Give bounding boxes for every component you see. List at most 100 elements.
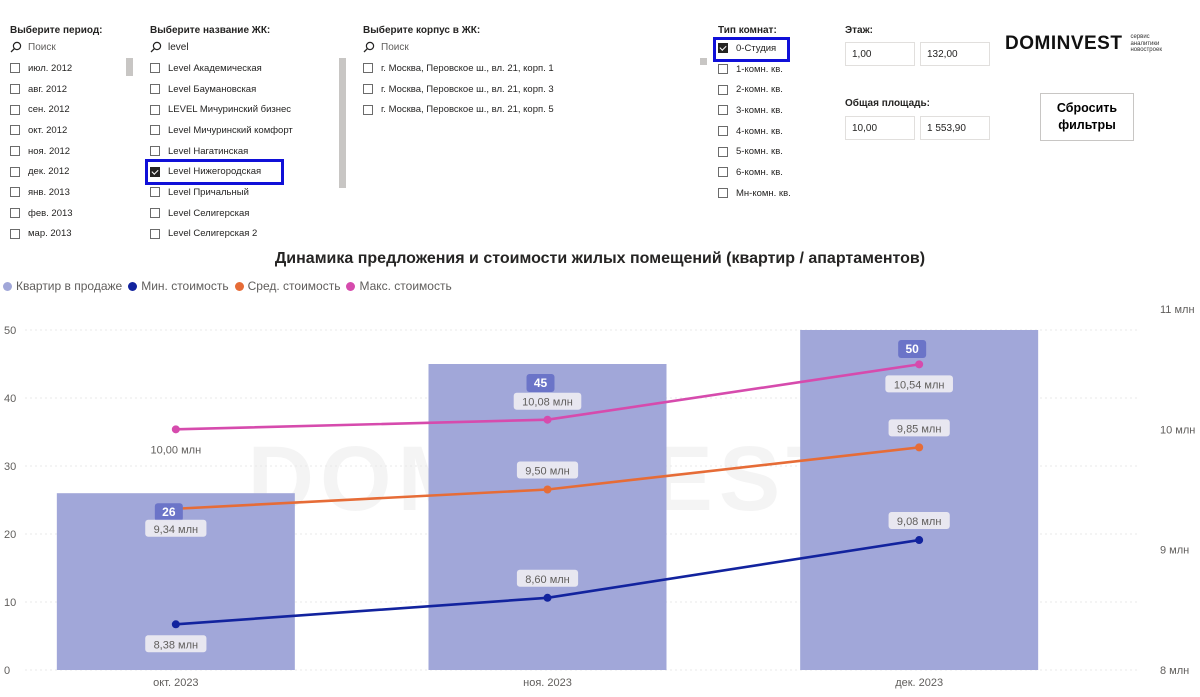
- rooms-item[interactable]: 6-комн. кв.: [718, 162, 828, 183]
- building-search[interactable]: Поиск: [363, 40, 409, 54]
- complex-checkbox[interactable]: [150, 104, 160, 115]
- building-checkbox[interactable]: [363, 104, 373, 115]
- period-item[interactable]: дек. 2012: [10, 161, 125, 182]
- floor-max-input[interactable]: 132,00: [920, 42, 990, 66]
- area-max-input[interactable]: 1 553,90: [920, 116, 990, 140]
- period-item[interactable]: ноя. 2012: [10, 141, 125, 162]
- rooms-checkbox[interactable]: [718, 167, 728, 178]
- building-search-placeholder[interactable]: Поиск: [381, 41, 409, 53]
- period-item[interactable]: авг. 2012: [10, 79, 125, 100]
- period-search[interactable]: Поиск: [10, 40, 56, 54]
- complex-search[interactable]: level: [150, 40, 189, 54]
- legend-item-max-price[interactable]: Макс. стоимость: [346, 279, 452, 293]
- rooms-selection-highlight: [713, 37, 790, 62]
- period-checkbox[interactable]: [10, 146, 20, 157]
- y-right-tick-label: 11 млн: [1160, 304, 1195, 316]
- complex-item[interactable]: Level Селигерская: [150, 203, 335, 224]
- chart-axes: 0 10 20 30 40 50 8 млн 9 млн 10 млн 11 млн окт. 20…: [4, 304, 1195, 689]
- complex-item[interactable]: Level Нижегородская: [150, 161, 335, 182]
- period-checkbox[interactable]: [10, 125, 20, 136]
- rooms-checkbox[interactable]: [718, 64, 728, 75]
- area-min-input[interactable]: 10,00: [845, 116, 915, 140]
- x-tick-label: дек. 2023: [895, 677, 943, 689]
- complex-item[interactable]: Level Академическая: [150, 58, 335, 79]
- bar-value-label: 45: [534, 376, 548, 390]
- period-checkbox[interactable]: [10, 187, 20, 198]
- data-label-bg: [516, 461, 579, 479]
- complex-item[interactable]: Level Мичуринский комфорт: [150, 120, 335, 141]
- rooms-item[interactable]: 1-комн. кв.: [718, 59, 828, 80]
- rooms-item[interactable]: Мн-комн. кв.: [718, 183, 828, 204]
- period-item-label: ноя. 2012: [28, 145, 71, 157]
- complex-checkbox[interactable]: [150, 228, 160, 239]
- period-checkbox[interactable]: [10, 84, 20, 95]
- complex-item[interactable]: Level Баумановская: [150, 79, 335, 100]
- complex-checkbox[interactable]: [150, 208, 160, 219]
- data-label: 9,50 млн: [525, 466, 570, 478]
- rooms-item[interactable]: 0-Студия: [718, 38, 828, 59]
- rooms-checkbox[interactable]: [718, 188, 728, 199]
- chart-legend: Квартир в продаже Мин. стоимость Сред. с…: [3, 279, 452, 293]
- complex-checkbox[interactable]: [150, 166, 160, 177]
- reset-filters-button[interactable]: Сбросить фильтры: [1040, 93, 1134, 141]
- building-item[interactable]: г. Москва, Перовское ш., вл. 21, корп. 1: [363, 58, 563, 79]
- legend-marker: [346, 281, 356, 291]
- complex-item[interactable]: Level Селигерская 2: [150, 224, 335, 245]
- period-checkbox[interactable]: [10, 208, 20, 219]
- building-item-label: г. Москва, Перовское ш., вл. 21, корп. 1: [381, 62, 554, 74]
- building-item[interactable]: г. Москва, Перовское ш., вл. 21, корп. 3: [363, 79, 563, 100]
- legend-item-avg-price[interactable]: Сред. стоимость: [234, 279, 340, 293]
- data-label: 10,08 млн: [522, 397, 573, 409]
- floor-min-input[interactable]: 1,00: [845, 42, 915, 66]
- complex-checkbox[interactable]: [150, 187, 160, 198]
- period-item[interactable]: окт. 2012: [10, 120, 125, 141]
- period-checkbox[interactable]: [10, 228, 20, 239]
- period-scrollbar[interactable]: [126, 58, 133, 76]
- rooms-item[interactable]: 5-комн. кв.: [718, 141, 828, 162]
- rooms-checkbox[interactable]: [718, 43, 728, 54]
- complex-item-label: LEVEL Мичуринский бизнес: [168, 104, 292, 116]
- period-item[interactable]: фев. 2013: [10, 203, 125, 224]
- building-scrollbar[interactable]: [700, 58, 707, 65]
- building-item-label: г. Москва, Перовское ш., вл. 21, корп. 3: [381, 83, 554, 95]
- rooms-item[interactable]: 2-комн. кв.: [718, 79, 828, 100]
- legend-marker: [128, 281, 138, 291]
- rooms-item[interactable]: 3-комн. кв.: [718, 100, 828, 121]
- complex-item[interactable]: LEVEL Мичуринский бизнес: [150, 99, 335, 120]
- complex-item[interactable]: Level Нагатинская: [150, 141, 335, 162]
- complex-item[interactable]: Level Причальный: [150, 182, 335, 203]
- rooms-checkbox[interactable]: [718, 105, 728, 116]
- complex-scrollbar[interactable]: [339, 58, 346, 188]
- period-item[interactable]: мар. 2013: [10, 224, 125, 245]
- complex-checkbox[interactable]: [150, 125, 160, 136]
- rooms-checkbox[interactable]: [718, 146, 728, 157]
- complex-checkbox[interactable]: [150, 146, 160, 157]
- data-label: 8,60 млн: [525, 574, 570, 586]
- x-tick-label: окт. 2023: [153, 677, 198, 689]
- series-point: [543, 593, 552, 602]
- y-left-tick-label: 0: [4, 665, 10, 677]
- legend-item-listings[interactable]: Квартир в продаже: [3, 279, 122, 293]
- building-item[interactable]: г. Москва, Перовское ш., вл. 21, корп. 5: [363, 99, 563, 120]
- period-scrollbar-thumb[interactable]: [126, 58, 133, 76]
- period-item-label: июл. 2012: [28, 62, 73, 74]
- period-item[interactable]: сен. 2012: [10, 99, 125, 120]
- rooms-item[interactable]: 4-комн. кв.: [718, 121, 828, 142]
- legend-item-min-price[interactable]: Мин. стоимость: [128, 279, 229, 293]
- period-item[interactable]: янв. 2013: [10, 182, 125, 203]
- complex-search-value[interactable]: level: [168, 41, 189, 53]
- period-item[interactable]: июл. 2012: [10, 58, 125, 79]
- complex-checkbox[interactable]: [150, 63, 160, 74]
- period-search-placeholder[interactable]: Поиск: [28, 41, 56, 53]
- complex-item-label: Level Селигерская 2: [168, 228, 258, 240]
- period-checkbox[interactable]: [10, 166, 20, 177]
- complex-checkbox[interactable]: [150, 84, 160, 95]
- building-checkbox[interactable]: [363, 84, 373, 95]
- period-checkbox[interactable]: [10, 104, 20, 115]
- period-checkbox[interactable]: [10, 63, 20, 74]
- rooms-checkbox[interactable]: [718, 126, 728, 137]
- building-checkbox[interactable]: [363, 63, 373, 74]
- rooms-item-label: 2-комн. кв.: [736, 84, 783, 96]
- rooms-checkbox[interactable]: [718, 84, 728, 95]
- data-label: 9,34 млн: [154, 524, 199, 536]
